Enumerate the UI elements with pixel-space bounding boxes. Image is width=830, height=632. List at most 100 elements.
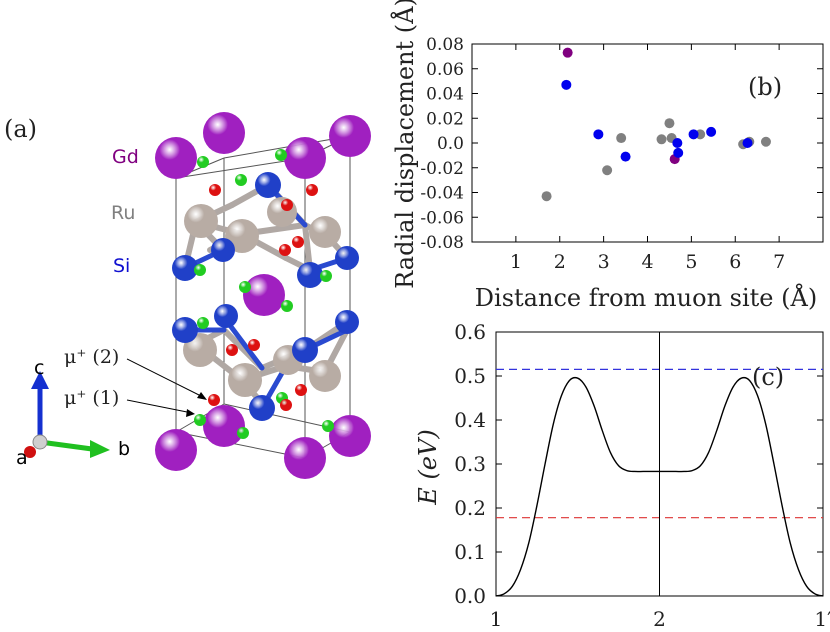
b-axis-arrow bbox=[39, 439, 93, 452]
scatter-y-tick-label: 0.02 bbox=[426, 109, 464, 129]
gd-atom bbox=[284, 137, 326, 179]
gd-atom bbox=[155, 137, 197, 179]
scatter-points bbox=[541, 47, 771, 202]
legend-si: Si bbox=[113, 255, 130, 277]
scatter-point bbox=[656, 134, 667, 145]
panel-label-a: (a) bbox=[4, 115, 37, 143]
mu1-atom bbox=[275, 149, 287, 161]
ru-atom bbox=[267, 197, 297, 227]
scatter-x-tick-label: 2 bbox=[554, 251, 566, 273]
energy-y-tick-label: 0.6 bbox=[454, 320, 486, 344]
gd-atom bbox=[243, 274, 285, 316]
axis-label-b: b bbox=[118, 438, 130, 460]
origin-sphere bbox=[32, 434, 48, 450]
mu1-atom bbox=[197, 317, 209, 329]
ru-atom bbox=[228, 363, 262, 397]
scatter-point bbox=[561, 79, 572, 90]
si-atom bbox=[211, 238, 235, 262]
energy-y-axis-label: E (eV) bbox=[414, 429, 442, 505]
energy-profile-chart: 1 2 1′ 0.0 0.1 0.2 0.3 0.4 0.5 0.6 (c) E (eV) bbox=[414, 320, 830, 631]
ru-atom bbox=[183, 333, 217, 367]
mu2-atom bbox=[226, 344, 238, 356]
axis-label-c: c bbox=[34, 357, 44, 379]
mu2-atom bbox=[295, 384, 307, 396]
scatter-y-tick-label: -0.02 bbox=[420, 159, 464, 179]
legend-ru: Ru bbox=[111, 202, 135, 224]
scatter-point bbox=[562, 47, 573, 58]
scatter-point bbox=[706, 126, 717, 137]
scatter-point bbox=[593, 129, 604, 140]
crystal-structure-panel: (a) Gd Ru Si μ⁺ (2) μ⁺ (1) bbox=[4, 112, 371, 479]
scatter-y-tick-label: 0.04 bbox=[426, 85, 464, 105]
gd-atom bbox=[329, 115, 371, 157]
mu2-atom bbox=[280, 399, 292, 411]
gd-atom bbox=[155, 429, 197, 471]
mu2-atom bbox=[292, 236, 304, 248]
si-atom bbox=[172, 255, 198, 281]
scatter-point bbox=[742, 138, 753, 148]
scatter-x-axis-label: Distance from muon site (Å) bbox=[475, 283, 817, 312]
scatter-point bbox=[541, 191, 552, 202]
energy-y-tick-label: 0.0 bbox=[454, 584, 486, 608]
displacement-scatter-chart: 1 2 3 4 5 6 7 -0.08 -0.06 -0.04 -0.02 0.0 0.02 0.04 0.… bbox=[390, 0, 824, 312]
gd-atom bbox=[284, 437, 326, 479]
muon-2-arrowhead bbox=[197, 392, 207, 400]
scatter-x-tick-label: 3 bbox=[598, 251, 610, 273]
scatter-point bbox=[760, 136, 771, 147]
si-atom bbox=[335, 246, 359, 270]
scatter-y-tick-label: 0.0 bbox=[437, 134, 464, 154]
gd-atom bbox=[203, 405, 245, 447]
scatter-ticks: 1 2 3 4 5 6 7 -0.08 -0.06 -0.04 -0.02 0.0 0.02 0.04 0.… bbox=[420, 35, 823, 273]
mu1-atom bbox=[320, 270, 332, 282]
mu1-atom bbox=[322, 420, 334, 432]
si-atom bbox=[335, 310, 359, 334]
energy-x-tick-label: 1 bbox=[490, 607, 503, 631]
energy-x-tick-label: 2 bbox=[653, 607, 666, 631]
legend-gd: Gd bbox=[112, 146, 139, 168]
scatter-point bbox=[672, 138, 683, 148]
energy-y-tick-label: 0.2 bbox=[454, 496, 486, 520]
energy-ticks: 1 2 1′ 0.0 0.1 0.2 0.3 0.4 0.5 0.6 bbox=[454, 320, 830, 631]
mu1-atom bbox=[281, 300, 293, 312]
mu2-atom bbox=[279, 244, 291, 256]
muon-1-arrow bbox=[126, 399, 193, 414]
mu1-atom bbox=[194, 264, 206, 276]
ru-atom bbox=[309, 360, 341, 392]
mu1-atom bbox=[237, 427, 249, 439]
scatter-x-tick-label: 6 bbox=[729, 251, 741, 273]
panel-label-c: (c) bbox=[752, 363, 784, 391]
axis-triad: c b a bbox=[16, 357, 130, 469]
scatter-y-tick-label: 0.08 bbox=[426, 35, 464, 55]
scatter-y-tick-label: 0.06 bbox=[426, 60, 464, 80]
energy-y-tick-label: 0.4 bbox=[454, 408, 486, 432]
mu1-atom bbox=[235, 174, 247, 186]
mu1-atom bbox=[197, 156, 209, 168]
scatter-x-tick-label: 5 bbox=[685, 251, 697, 273]
mu1-atom bbox=[239, 281, 251, 293]
scatter-point bbox=[664, 118, 675, 129]
si-atom bbox=[249, 395, 275, 421]
ru-atom bbox=[184, 204, 218, 238]
si-atom bbox=[172, 317, 198, 343]
scatter-y-tick-label: -0.04 bbox=[420, 184, 464, 204]
si-atom bbox=[214, 304, 238, 328]
scatter-point bbox=[620, 151, 631, 162]
muon-label-2: μ⁺ (2) bbox=[64, 346, 119, 368]
si-atom bbox=[297, 262, 323, 288]
mu2-atom bbox=[248, 339, 260, 351]
a-axis-sphere bbox=[24, 446, 36, 458]
scatter-point bbox=[602, 165, 613, 176]
muon-1-arrowhead bbox=[186, 409, 195, 417]
scatter-point bbox=[688, 129, 699, 140]
scatter-y-axis-label: Radial displacement (Å) bbox=[390, 0, 419, 289]
muon-2-arrow bbox=[126, 358, 206, 399]
si-atom bbox=[292, 337, 318, 363]
mu2-atom bbox=[208, 394, 220, 406]
scatter-x-tick-label: 7 bbox=[773, 251, 785, 273]
mu2-atom bbox=[306, 184, 318, 196]
mu1-atom bbox=[194, 414, 206, 426]
scatter-x-tick-label: 1 bbox=[510, 251, 522, 273]
scatter-y-tick-label: -0.06 bbox=[420, 208, 464, 228]
energy-y-tick-label: 0.3 bbox=[454, 452, 486, 476]
